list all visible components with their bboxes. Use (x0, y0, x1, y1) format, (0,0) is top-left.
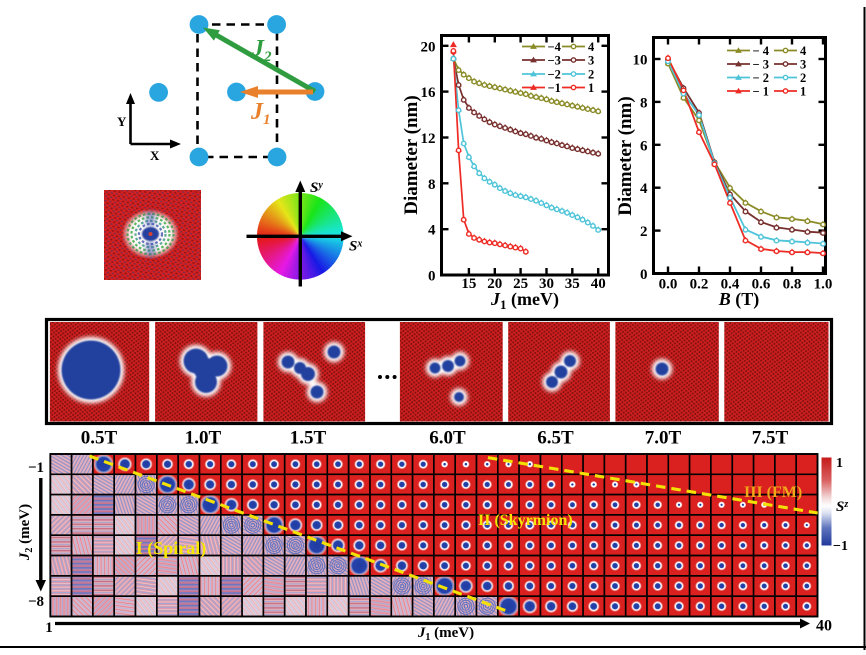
svg-text:6.5T: 6.5T (537, 428, 574, 449)
svg-text:12: 12 (421, 131, 436, 147)
svg-text:4: 4 (640, 181, 648, 197)
svg-text:−1: −1 (28, 460, 44, 476)
svg-text:J1 (meV): J1 (meV) (417, 625, 474, 643)
svg-text:Diameter (nm): Diameter (nm) (401, 95, 422, 214)
svg-text:3: 3 (800, 58, 806, 72)
svg-text:0.0: 0.0 (659, 277, 678, 293)
svg-text:3: 3 (588, 54, 594, 68)
svg-text:2: 2 (640, 224, 648, 240)
svg-text:7.5T: 7.5T (752, 428, 789, 449)
svg-text:B (T): B (T) (718, 289, 760, 310)
svg-text:−8: −8 (28, 594, 44, 610)
svg-text:4: 4 (800, 44, 807, 58)
svg-text:− 1: − 1 (753, 85, 770, 99)
svg-text:1.5T: 1.5T (290, 428, 327, 449)
svg-text:J1 (meV): J1 (meV) (490, 289, 559, 312)
svg-text:1: 1 (836, 456, 843, 471)
svg-text:II (Skyrmion): II (Skyrmion) (478, 512, 573, 529)
svg-text:− 2: − 2 (753, 71, 770, 85)
svg-text:− 3: − 3 (753, 58, 770, 72)
svg-text:16: 16 (421, 85, 437, 101)
svg-text:8: 8 (640, 95, 648, 111)
svg-text:7.0T: 7.0T (645, 428, 682, 449)
svg-text:J2 (meV): J2 (meV) (17, 504, 35, 561)
svg-text:Y: Y (117, 114, 127, 129)
svg-text:−1: −1 (548, 81, 561, 95)
svg-text:10: 10 (633, 53, 648, 69)
svg-text:35: 35 (565, 276, 580, 292)
svg-text:X: X (150, 148, 160, 163)
svg-text:−3: −3 (548, 54, 561, 68)
svg-text:30: 30 (539, 276, 554, 292)
svg-text:2: 2 (588, 68, 594, 82)
svg-text:0.6: 0.6 (752, 277, 771, 293)
svg-text:−2: −2 (548, 68, 561, 82)
svg-text:−4: −4 (548, 40, 562, 54)
svg-text:III (FM): III (FM) (744, 484, 802, 501)
svg-text:I (Spiral): I (Spiral) (136, 538, 207, 559)
svg-text:4: 4 (588, 40, 595, 54)
svg-text:25: 25 (513, 276, 528, 292)
svg-text:1.0: 1.0 (814, 277, 833, 293)
svg-text:0.2: 0.2 (690, 277, 709, 293)
svg-text:8: 8 (428, 177, 436, 193)
svg-text:1.0T: 1.0T (185, 428, 222, 449)
svg-text:−1: −1 (833, 539, 848, 554)
svg-text:2: 2 (800, 71, 806, 85)
svg-text:− 4: − 4 (753, 44, 770, 58)
svg-text:1: 1 (588, 81, 594, 95)
svg-text:0.8: 0.8 (783, 277, 802, 293)
svg-text:0.5T: 0.5T (81, 428, 118, 449)
svg-text:20: 20 (487, 276, 502, 292)
svg-text:15: 15 (461, 276, 476, 292)
svg-text:Diameter (nm): Diameter (nm) (615, 96, 636, 215)
svg-text:0.4: 0.4 (721, 277, 740, 293)
svg-text:6: 6 (640, 138, 648, 154)
svg-text:20: 20 (421, 39, 436, 55)
svg-text:0: 0 (428, 269, 436, 285)
svg-text:40: 40 (816, 618, 832, 635)
svg-text:40: 40 (591, 276, 606, 292)
svg-text:6.0T: 6.0T (429, 428, 466, 449)
svg-text:4: 4 (428, 223, 436, 239)
svg-text:1: 1 (800, 85, 806, 99)
svg-text:1: 1 (45, 620, 53, 636)
svg-text:0: 0 (640, 267, 648, 283)
